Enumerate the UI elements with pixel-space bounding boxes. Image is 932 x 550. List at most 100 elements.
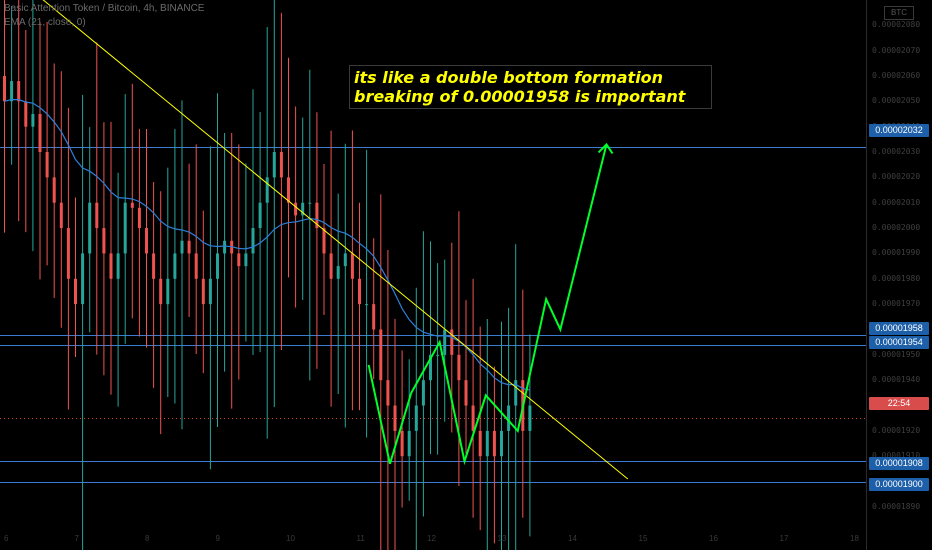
candle-body: [379, 329, 383, 381]
candle-body: [421, 380, 425, 406]
ema-line: [4, 98, 531, 391]
candle-body: [365, 304, 369, 306]
annotation-line-2: breaking of 0.00001958 is important: [354, 87, 686, 106]
candle-body: [436, 354, 440, 356]
annotation-line-1: its like a double bottom formation: [354, 68, 664, 87]
time-tick-label: 11: [356, 534, 365, 543]
candle-body: [187, 240, 191, 254]
candle-body: [443, 329, 447, 355]
price-tick-label: 0.00001910: [872, 451, 921, 461]
candle-body: [450, 329, 454, 355]
level-badge-1900: 0.00001900: [869, 478, 929, 491]
candle-body: [244, 253, 248, 267]
time-tick-label: 14: [568, 534, 577, 543]
candle-body: [194, 253, 198, 279]
candle-body: [223, 240, 227, 254]
candle-body: [10, 81, 14, 102]
descending-trendline: [42, 0, 629, 480]
candle-body: [393, 405, 397, 431]
time-tick-label: 7: [74, 534, 79, 543]
time-tick-label: 6: [4, 534, 9, 543]
time-tick-label: 12: [427, 534, 436, 543]
time-tick-label: 13: [497, 534, 507, 543]
double-bottom-projection: [367, 144, 608, 466]
candle-body: [279, 152, 283, 178]
candle-body: [457, 354, 461, 381]
candle-body: [109, 253, 113, 279]
candle-body: [81, 253, 85, 305]
candle-body: [329, 253, 333, 279]
candle-body: [66, 228, 70, 279]
time-tick-label: 15: [638, 534, 648, 543]
candle-body: [130, 202, 134, 208]
price-tick-label: 0.00001940: [872, 375, 921, 385]
candle-body: [492, 430, 496, 457]
projection-arrowhead: [597, 142, 614, 154]
candle-body: [429, 354, 432, 381]
candle-body: [59, 202, 63, 229]
candle-body: [528, 405, 532, 431]
candle-body: [485, 430, 489, 457]
annotation-note[interactable]: its like a double bottom formation break…: [349, 65, 712, 109]
candle-body: [258, 202, 262, 229]
price-tick-label: 0.00002020: [872, 172, 921, 182]
candle-body: [507, 405, 511, 431]
candle-body: [102, 228, 106, 254]
price-tick-label: 0.00002030: [872, 147, 921, 157]
candle-body: [265, 177, 269, 203]
candle-body: [52, 177, 56, 203]
candle-body: [358, 278, 361, 305]
candle-body: [45, 152, 49, 178]
candle-body: [38, 114, 42, 153]
candle-body: [471, 405, 475, 431]
candle-body: [201, 278, 205, 305]
price-tick-label: 0.00002000: [872, 223, 921, 233]
candle-body: [74, 278, 77, 305]
candle-body: [159, 278, 163, 305]
candle-body: [88, 202, 92, 254]
candle-body: [17, 81, 21, 102]
time-tick-label: 8: [145, 534, 150, 543]
price-tick-label: 0.00002070: [872, 45, 921, 55]
symbol-title: Basic Attention Token / Bitcoin, 4h, BIN…: [4, 3, 205, 14]
candle-body: [287, 177, 290, 203]
candle-body: [251, 228, 255, 254]
time-tick-label: 16: [709, 534, 718, 543]
candle-body: [301, 202, 305, 216]
price-tick-label: 0.00001890: [872, 501, 921, 511]
candle-body: [180, 240, 184, 254]
candle-body: [294, 202, 298, 216]
candle-body: [137, 207, 141, 229]
time-tick-label: 17: [779, 534, 789, 543]
level-badge-1908: 0.00001908: [869, 457, 929, 470]
candle-body: [166, 278, 170, 305]
candle-body: [123, 202, 127, 254]
candle-body: [173, 253, 177, 279]
candle-body: [386, 380, 390, 406]
candle-body: [343, 253, 347, 267]
level-badge-1958: 0.00001958: [869, 322, 929, 335]
candle-body: [216, 253, 219, 279]
candle-body: [3, 75, 6, 102]
candle-body: [308, 202, 312, 204]
candle-body: [24, 101, 28, 127]
candle-body: [95, 202, 99, 229]
ema-indicator-label[interactable]: EMA (21, close, 0): [4, 17, 86, 28]
candle-body: [31, 114, 35, 127]
candle-body: [315, 202, 319, 229]
price-tick-label: 0.00001970: [872, 299, 921, 309]
currency-label[interactable]: BTC: [884, 6, 914, 20]
time-tick-label: 18: [850, 534, 859, 543]
candle-body: [208, 278, 212, 305]
level-badge-2032: 0.00002032: [869, 124, 929, 137]
price-tick-label: 0.00002010: [872, 197, 921, 207]
price-tick-label: 0.00001950: [872, 349, 921, 359]
candle-body: [116, 253, 120, 279]
price-tick-label: 0.00001920: [872, 425, 921, 435]
price-tick-label: 0.00001980: [872, 273, 921, 283]
candle-body: [237, 253, 241, 267]
candle-body: [414, 405, 418, 431]
price-tick-label: 0.00002060: [872, 70, 921, 80]
